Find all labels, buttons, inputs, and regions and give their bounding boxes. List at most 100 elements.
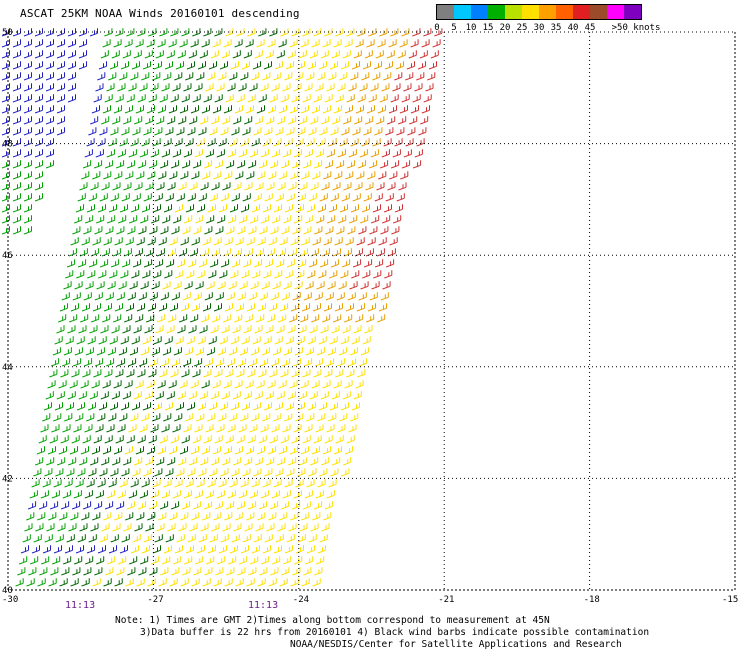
wind-barb (174, 138, 183, 147)
wind-barb (157, 380, 166, 389)
wind-barb (224, 237, 233, 246)
wind-barb (323, 303, 332, 312)
wind-barb (208, 61, 217, 70)
wind-barb (227, 83, 236, 92)
wind-barb (78, 61, 87, 70)
wind-barb (248, 292, 257, 301)
wind-barb (386, 50, 395, 59)
wind-barb (305, 556, 314, 565)
wind-barb (103, 512, 112, 521)
wind-barb (192, 501, 202, 510)
wind-barb (116, 292, 125, 301)
wind-barb (90, 116, 99, 125)
wind-barb (338, 215, 347, 224)
wind-barb (23, 105, 32, 114)
wind-barb (78, 28, 87, 37)
wind-barb (82, 160, 92, 169)
wind-barb (283, 556, 292, 565)
wind-barb (179, 380, 188, 389)
wind-barb (125, 512, 134, 521)
wind-barb (46, 523, 55, 532)
wind-barb (122, 325, 131, 334)
wind-barb (81, 578, 90, 587)
wind-barb (382, 215, 391, 224)
wind-barb (325, 226, 334, 235)
wind-barb (328, 138, 337, 147)
wind-barb (326, 424, 335, 433)
wind-barb (56, 127, 65, 136)
wind-barb (113, 105, 122, 114)
wind-barb (285, 61, 294, 70)
wind-barb (277, 523, 286, 532)
wind-barb (189, 248, 198, 257)
wind-barb (115, 28, 124, 37)
wind-barb (177, 50, 186, 59)
wind-barb (169, 578, 178, 587)
wind-barb (113, 446, 122, 455)
wind-barb (121, 127, 130, 136)
wind-barb (358, 292, 367, 301)
wind-barb (185, 413, 194, 422)
wind-barb (254, 50, 263, 59)
wind-barb (164, 270, 173, 279)
scale-label: 35 (550, 23, 562, 33)
wind-barb (388, 105, 397, 114)
wind-barb (380, 292, 389, 301)
wind-barb (278, 314, 287, 323)
wind-barb (294, 556, 303, 565)
wind-barb (248, 358, 258, 367)
wind-barb (220, 259, 230, 268)
wind-barb (369, 292, 378, 301)
wind-barb (342, 50, 351, 59)
wind-barb (12, 72, 21, 81)
wind-barb (331, 391, 340, 400)
wind-barb (143, 127, 152, 136)
wind-barb (144, 50, 153, 59)
wind-barb (118, 556, 127, 565)
wind-barb (34, 39, 43, 48)
wind-barb (360, 347, 369, 356)
wind-barb (323, 237, 332, 246)
wind-barb (95, 83, 104, 92)
wind-barb (172, 424, 181, 433)
wind-barb (12, 127, 21, 136)
wind-barb (314, 567, 323, 576)
wind-barb (131, 270, 140, 279)
wind-barb (379, 94, 388, 103)
wind-barb (281, 292, 290, 301)
wind-barb (225, 501, 235, 510)
wind-barb (357, 94, 366, 103)
wind-barb (267, 314, 276, 323)
wind-barb (119, 479, 128, 488)
wind-barb (306, 204, 315, 213)
wind-barb (363, 259, 373, 268)
wind-barb (202, 578, 211, 587)
wind-barb (301, 303, 310, 312)
wind-barb (77, 468, 86, 477)
wind-barb (22, 534, 31, 543)
wind-barb (344, 446, 353, 455)
wind-barb (219, 61, 228, 70)
wind-barb (192, 369, 201, 378)
wind-barb (312, 512, 321, 521)
wind-barb (172, 149, 181, 158)
wind-barb (66, 468, 75, 477)
wind-barb (300, 39, 309, 48)
wind-barb (153, 336, 162, 345)
wind-barb (226, 358, 236, 367)
wind-barb (183, 149, 192, 158)
wind-barb (44, 468, 53, 477)
wind-barb (384, 61, 393, 70)
wind-barb (159, 160, 169, 169)
wind-barb (103, 237, 112, 246)
wind-barb (127, 358, 137, 367)
wind-barb (159, 94, 168, 103)
wind-barb (202, 512, 211, 521)
wind-barb (38, 435, 47, 444)
wind-barb (70, 578, 79, 587)
wind-barb (286, 534, 295, 543)
lat-label: 42 (2, 474, 13, 484)
wind-barb (289, 39, 298, 48)
wind-barb (60, 435, 69, 444)
wind-barb (99, 468, 108, 477)
